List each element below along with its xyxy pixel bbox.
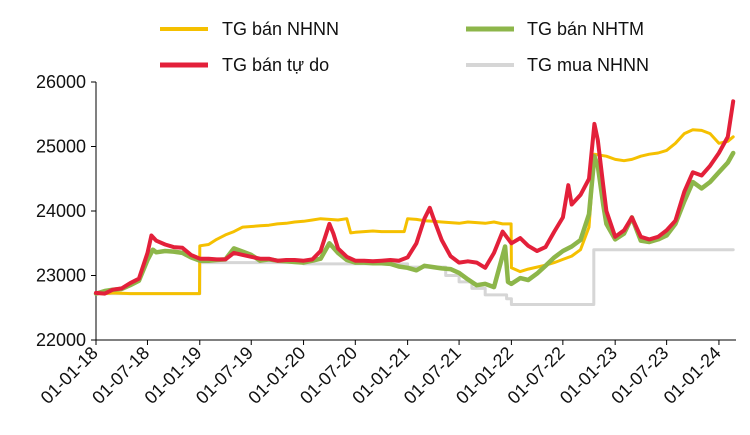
- legend-label-tg-ban-nhtm: TG bán NHTM: [527, 19, 644, 39]
- series-line-tg-bán-nhnn: [94, 128, 735, 296]
- series-line-tg-mua-nhnn: [94, 248, 735, 306]
- y-tick-label: 26000: [36, 72, 86, 92]
- legend-label-tg-ban-nhnn: TG bán NHNN: [222, 19, 339, 39]
- series-line-tg-bán-tự-do: [94, 99, 736, 296]
- y-tick-label: 25000: [36, 137, 86, 157]
- x-tick-label: 01-01-24: [660, 343, 725, 408]
- y-tick-label: 24000: [36, 201, 86, 221]
- legend: TG bán NHNN TG bán NHTM TG bán tự do TG …: [160, 19, 649, 75]
- y-tick-label: 22000: [36, 330, 86, 350]
- legend-label-tg-mua-nhnn: TG mua NHNN: [527, 55, 649, 75]
- y-axis-ticks: 22000 23000 24000 25000 26000: [36, 72, 96, 350]
- x-axis-ticks: 01-01-1801-07-1801-01-1901-07-1901-01-20…: [37, 340, 725, 408]
- legend-label-tg-ban-tu-do: TG bán tự do: [222, 55, 329, 75]
- series-lines: [93, 99, 736, 306]
- y-tick-label: 23000: [36, 266, 86, 286]
- series-line-tg-bán-nhtm: [93, 150, 736, 296]
